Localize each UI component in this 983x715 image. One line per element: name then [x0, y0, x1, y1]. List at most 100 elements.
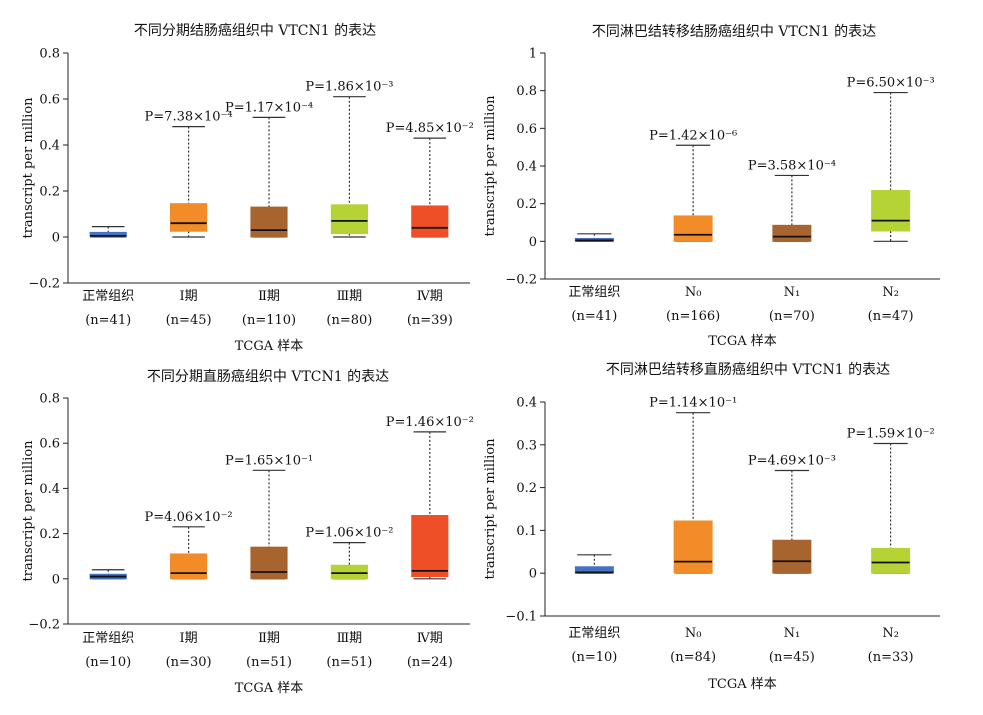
- box-group: Ⅰ期 (n=45) P=7.38×10⁻⁴: [145, 110, 233, 328]
- category-label: N₂: [882, 626, 899, 641]
- p-value-label: P=1.65×10⁻¹: [225, 453, 313, 468]
- y-tick-label: 0.6: [39, 93, 60, 108]
- y-tick-label: 0.3: [516, 438, 537, 453]
- box: [871, 189, 911, 232]
- p-value-label: P=1.86×10⁻³: [305, 80, 393, 95]
- sample-size-label: (n=33): [868, 650, 914, 665]
- sample-size-label: (n=166): [666, 309, 720, 324]
- x-axis-label: TCGA 样本: [708, 334, 777, 349]
- y-tick-label: −0.2: [28, 618, 60, 633]
- sample-size-label: (n=47): [868, 309, 914, 324]
- y-tick-label: 0.2: [39, 185, 60, 200]
- p-value-label: P=1.14×10⁻¹: [649, 396, 737, 411]
- sample-size-label: (n=80): [326, 313, 372, 328]
- chart-title: 不同分期结肠癌组织中 VTCN1 的表达: [134, 23, 376, 39]
- category-label: Ⅳ期: [417, 631, 443, 646]
- box-group: Ⅰ期 (n=30) P=4.06×10⁻²: [145, 510, 233, 670]
- p-value-label: P=1.59×10⁻²: [847, 427, 935, 442]
- box: [330, 564, 368, 580]
- box-group: Ⅳ期 (n=39) P=4.85×10⁻²: [386, 121, 474, 328]
- category-label: Ⅲ期: [337, 289, 363, 304]
- sample-size-label: (n=51): [246, 655, 292, 670]
- p-value-label: P=4.85×10⁻²: [386, 121, 474, 136]
- box: [673, 215, 713, 242]
- box: [170, 553, 208, 580]
- y-axis-label: transcript per million: [21, 440, 36, 582]
- box-group: 正常组织 (n=10): [82, 569, 134, 670]
- sample-size-label: (n=24): [407, 655, 453, 670]
- box: [170, 203, 208, 232]
- category-label: N₁: [784, 285, 801, 300]
- sample-size-label: (n=70): [769, 309, 815, 324]
- box-group: Ⅲ期 (n=80) P=1.86×10⁻³: [305, 80, 393, 328]
- y-tick-label: 0.1: [516, 524, 537, 539]
- category-label: N₀: [685, 285, 702, 300]
- p-value-label: P=4.69×10⁻³: [748, 453, 836, 468]
- chart-title: 不同淋巴结转移结肠癌组织中 VTCN1 的表达: [592, 24, 876, 40]
- y-tick-label: 0.4: [39, 139, 60, 154]
- box-group: N₀ (n=166) P=1.42×10⁻⁶: [649, 128, 737, 324]
- y-tick-label: 0.2: [516, 197, 537, 212]
- box-group: Ⅱ期 (n=51) P=1.65×10⁻¹: [225, 453, 313, 670]
- p-value-label: P=6.50×10⁻³: [847, 76, 935, 91]
- y-axis-label: transcript per million: [483, 438, 498, 580]
- box: [772, 539, 812, 574]
- sample-size-label: (n=110): [242, 313, 296, 328]
- box: [330, 204, 368, 235]
- y-tick-label: 0.4: [516, 396, 537, 411]
- y-tick-label: 0.6: [39, 437, 60, 452]
- box-group: N₂ (n=47) P=6.50×10⁻³: [847, 76, 935, 324]
- sample-size-label: (n=30): [166, 655, 212, 670]
- y-tick-label: 0.8: [516, 84, 537, 99]
- sample-size-label: (n=41): [85, 313, 131, 328]
- category-label: 正常组织: [82, 631, 134, 646]
- box-group: N₁ (n=45) P=4.69×10⁻³: [748, 453, 836, 665]
- box: [772, 224, 812, 242]
- y-axis-label: transcript per million: [483, 95, 498, 237]
- box: [250, 546, 288, 580]
- y-tick-label: −0.2: [505, 273, 537, 288]
- sample-size-label: (n=51): [326, 655, 372, 670]
- p-value-label: P=7.38×10⁻⁴: [145, 110, 233, 125]
- y-tick-label: 0: [529, 567, 537, 582]
- y-tick-label: 0.4: [516, 160, 537, 175]
- box-group: Ⅲ期 (n=51) P=1.06×10⁻²: [305, 526, 393, 670]
- box-group: 正常组织 (n=41): [82, 226, 134, 328]
- category-label: N₁: [784, 626, 801, 641]
- y-tick-label: 0: [529, 235, 537, 250]
- category-label: Ⅰ期: [180, 289, 198, 304]
- y-tick-label: 0.8: [39, 392, 60, 407]
- category-label: Ⅲ期: [337, 631, 363, 646]
- y-tick-label: 0: [52, 572, 60, 587]
- y-tick-label: 0.2: [516, 481, 537, 496]
- panel-colon-lymph: 不同淋巴结转移结肠癌组织中 VTCN1 的表达 −0.2 0 0.2 0.4 0.6 0.8…: [483, 24, 940, 349]
- y-tick-label: −0.1: [505, 610, 537, 625]
- box: [673, 520, 713, 574]
- p-value-label: P=3.58×10⁻⁴: [748, 158, 836, 173]
- y-tick-label: 0.6: [516, 122, 537, 137]
- sample-size-label: (n=45): [166, 313, 212, 328]
- y-tick-label: 0.4: [39, 482, 60, 497]
- y-tick-label: 0.8: [39, 47, 60, 62]
- box-group: Ⅱ期 (n=110) P=1.17×10⁻⁴: [225, 100, 313, 328]
- sample-size-label: (n=10): [571, 650, 617, 665]
- y-tick-label: 0: [52, 231, 60, 246]
- chart-title: 不同淋巴结转移直肠癌组织中 VTCN1 的表达: [606, 361, 890, 378]
- category-label: Ⅳ期: [417, 289, 443, 304]
- sample-size-label: (n=84): [670, 650, 716, 665]
- panel-rectal-lymph: 不同淋巴结转移直肠癌组织中 VTCN1 的表达 −0.1 0 0.1 0.2 0.3 0.4…: [483, 361, 940, 692]
- category-label: Ⅱ期: [258, 289, 280, 304]
- box: [411, 205, 449, 238]
- category-label: 正常组织: [568, 285, 620, 300]
- chart-title: 不同分期直肠癌组织中 VTCN1 的表达: [147, 368, 389, 385]
- p-value-label: P=4.06×10⁻²: [145, 510, 233, 525]
- y-axis-label: transcript per million: [21, 97, 36, 239]
- box-group: N₀ (n=84) P=1.14×10⁻¹: [649, 396, 737, 665]
- p-value-label: P=1.17×10⁻⁴: [225, 100, 313, 115]
- category-label: N₂: [882, 285, 899, 300]
- x-axis-label: TCGA 样本: [708, 677, 777, 692]
- box-group: 正常组织 (n=41): [568, 233, 620, 324]
- y-tick-label: 0.2: [39, 527, 60, 542]
